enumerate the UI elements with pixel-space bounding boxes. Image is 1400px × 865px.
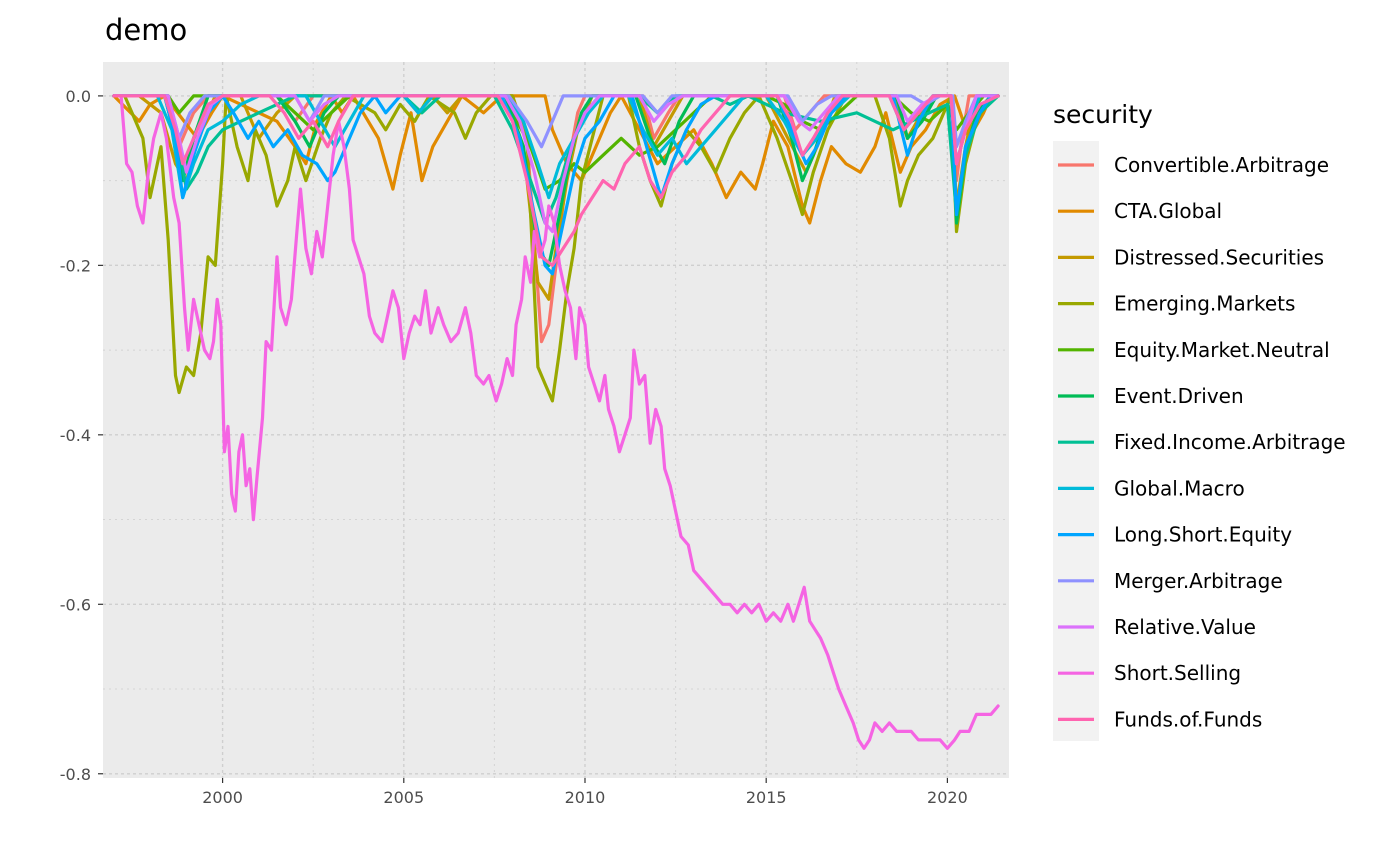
legend-label: CTA.Global <box>1114 199 1222 223</box>
legend-label: Relative.Value <box>1114 615 1256 639</box>
chart-title: demo <box>105 13 187 47</box>
y-tick-label: -0.6 <box>60 595 91 614</box>
legend-label: Global.Macro <box>1114 476 1245 500</box>
y-tick-label: -0.8 <box>60 765 91 784</box>
legend-label: Short.Selling <box>1114 661 1241 685</box>
legend-label: Emerging.Markets <box>1114 292 1295 316</box>
series-line-short-selling <box>112 94 1000 750</box>
legend-label: Event.Driven <box>1114 384 1244 408</box>
series-line-event-driven <box>112 94 1000 267</box>
legend-label: Long.Short.Equity <box>1114 523 1292 547</box>
legend-label: Funds.of.Funds <box>1114 707 1262 731</box>
legend-label: Merger.Arbitrage <box>1114 569 1283 593</box>
x-tick-label: 2005 <box>383 788 424 807</box>
legend-label: Fixed.Income.Arbitrage <box>1114 430 1346 454</box>
x-tick-label: 2000 <box>202 788 243 807</box>
y-tick-label: -0.4 <box>60 426 91 445</box>
x-tick-label: 2010 <box>565 788 606 807</box>
y-tick-label: -0.2 <box>60 256 91 275</box>
legend-label: Distressed.Securities <box>1114 245 1324 269</box>
series-layer <box>112 94 1000 750</box>
x-tick-label: 2020 <box>927 788 968 807</box>
axis-layer: 2000 2005 2010 2015 2020 0.0 -0.2 -0.4 -0.6 -0.8 <box>60 87 968 807</box>
series-line-funds-of-funds <box>112 94 1000 267</box>
legend-label: Convertible.Arbitrage <box>1114 153 1329 177</box>
legend: security Convertible.Arbitrage CTA.Global… <box>1053 100 1346 741</box>
series-line-long-short-equity <box>112 94 1000 276</box>
x-tick-label: 2015 <box>746 788 787 807</box>
y-tick-label: 0.0 <box>66 87 91 106</box>
series-line-equity-market-neutral <box>112 94 1000 191</box>
legend-title: security <box>1053 100 1153 129</box>
legend-label: Equity.Market.Neutral <box>1114 338 1330 362</box>
plot-panel <box>103 62 1009 778</box>
